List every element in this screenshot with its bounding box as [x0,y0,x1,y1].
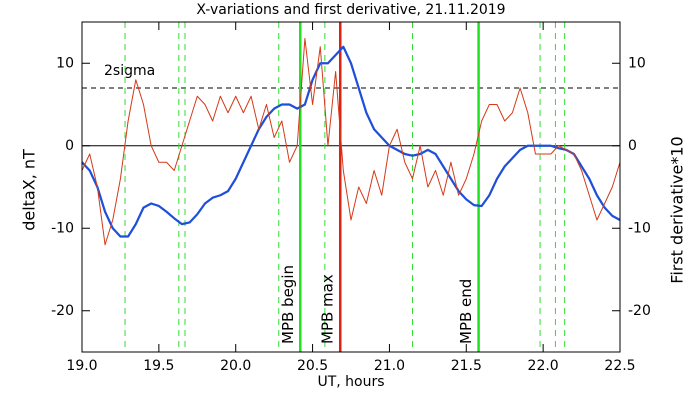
x-tick-label: 21.5 [451,358,482,374]
y2-axis-label: First derivative*10 [668,136,687,283]
marker-label: MPB end [457,279,475,344]
x-tick-label: 19.0 [66,358,97,374]
chart-title: X-variations and first derivative, 21.11… [196,2,505,18]
y2-tick-label: 10 [628,55,646,71]
x-axis-label: UT, hours [317,374,384,390]
y-tick-label: 10 [56,55,74,71]
x-tick-label: 20.5 [297,358,328,374]
plot-frame [81,21,621,353]
y-tick-label: -20 [51,303,74,319]
x-tick-label: 22.5 [604,358,635,374]
y-axis-label: deltaX, nT [20,149,39,231]
data-line [81,38,621,246]
x-tick-label: 20.0 [220,358,251,374]
y-tick-label: 0 [65,138,74,154]
y2-tick-label: -10 [628,220,651,236]
y2-tick-label: 0 [628,138,637,154]
marker-label: MPB begin [279,265,297,344]
x-tick-label: 22.0 [528,358,559,374]
x-tick-label: 19.5 [143,358,174,374]
reference-label: 2sigma [104,63,155,79]
x-tick-label: 21.0 [374,358,405,374]
marker-label: MPB max [319,274,337,344]
y-tick-label: -10 [51,220,74,236]
data-line [81,45,621,238]
y2-tick-label: -20 [628,303,651,319]
